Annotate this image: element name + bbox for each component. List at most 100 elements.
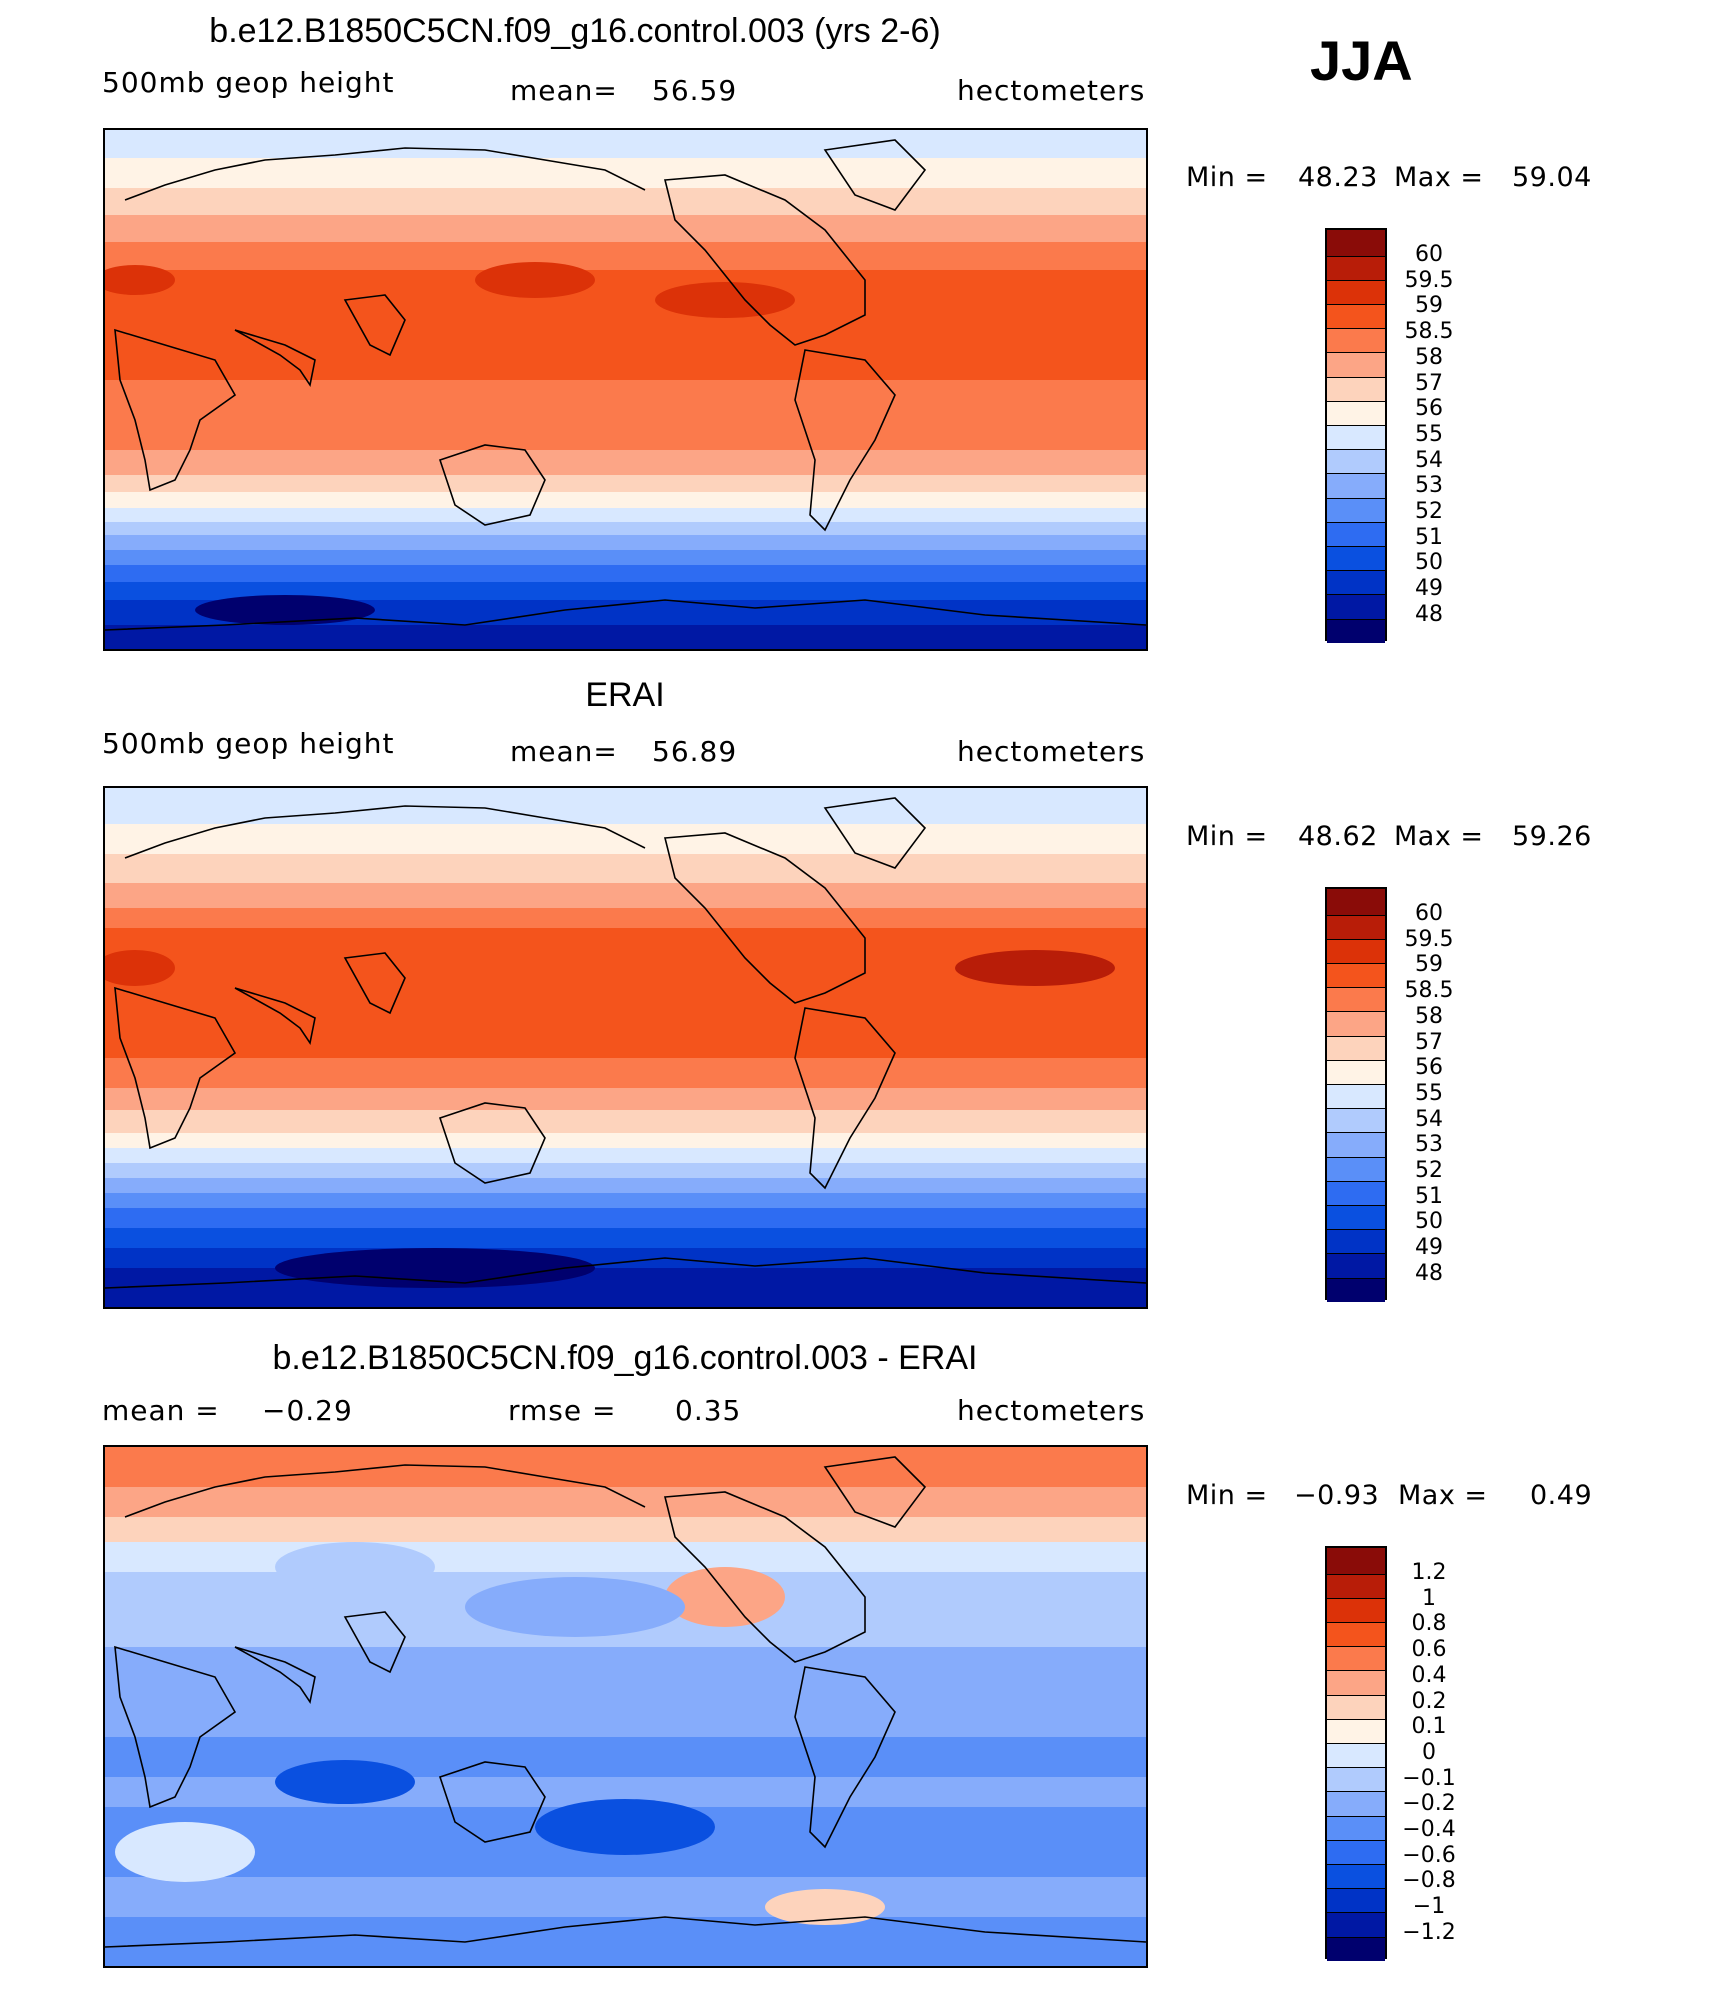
coastline (105, 1916, 1146, 1948)
coastline (114, 986, 237, 1150)
colorbar-box (1327, 400, 1385, 425)
contour-blob (105, 265, 175, 295)
colorbar-box (1327, 1839, 1385, 1864)
coastline (234, 987, 316, 1046)
colorbar-label: 56 (1415, 396, 1443, 422)
contour-band (105, 188, 1146, 215)
colorbar-label: 53 (1415, 473, 1443, 499)
colorbar-label: −0.8 (1402, 1868, 1456, 1894)
colorbar-label: 0.1 (1411, 1714, 1447, 1740)
colorbar-label: 59.5 (1404, 267, 1454, 293)
colorbar-label: 1.2 (1411, 1560, 1447, 1585)
colorbar-label: 51 (1415, 1183, 1443, 1209)
coastline (794, 1666, 896, 1849)
contour-band (105, 1228, 1146, 1248)
colorbar-label: 56 (1415, 1055, 1443, 1081)
contour-band (105, 1517, 1146, 1542)
colorbar-box (1327, 1791, 1385, 1816)
colorbar-label: 48 (1415, 1260, 1443, 1286)
coastline (663, 174, 866, 346)
panel-2-colorbar (1325, 887, 1387, 1302)
panel-2-max-label: Max = (1394, 821, 1484, 852)
colorbar-label: 50 (1415, 550, 1443, 576)
colorbar-box (1327, 328, 1385, 353)
contour-band (105, 1088, 1146, 1110)
panel-1-min-label: Min = (1186, 162, 1268, 193)
colorbar-box (1327, 1084, 1385, 1109)
panel-3-rmse-value: 0.35 (675, 1394, 742, 1427)
colorbar-box (1327, 1035, 1385, 1060)
coastline (114, 1645, 237, 1809)
colorbar-label: 49 (1415, 1235, 1443, 1261)
panel-3-title: b.e12.B1850C5CN.f09_g16.control.003 - ER… (272, 1339, 978, 1377)
panel-2-min-value: 48.62 (1298, 821, 1378, 852)
panel-2-min-label: Min = (1186, 821, 1268, 852)
contour-blob (955, 950, 1115, 986)
panel-1-units: hectometers (957, 74, 1146, 107)
colorbar-box (1327, 618, 1385, 643)
contour-band (105, 1178, 1146, 1193)
coastline (105, 599, 1146, 631)
contour-band (105, 508, 1146, 522)
contour-band (105, 928, 1146, 1058)
colorbar-box (1327, 1059, 1385, 1084)
coastline (823, 139, 927, 211)
colorbar-box (1327, 1694, 1385, 1719)
contour-band (105, 1917, 1146, 1966)
colorbar-box (1327, 1718, 1385, 1743)
colorbar-label: 58 (1415, 344, 1443, 370)
contour-band (105, 550, 1146, 565)
colorbar-box (1327, 1743, 1385, 1768)
colorbar-label: 57 (1415, 1029, 1443, 1055)
colorbar-label: 52 (1415, 499, 1443, 524)
contour-band (105, 242, 1146, 270)
panel-1-max-label: Max = (1394, 162, 1484, 193)
coastline (343, 952, 406, 1015)
colorbar-label: 54 (1415, 1106, 1443, 1132)
colorbar-box (1327, 987, 1385, 1012)
colorbar-box (1327, 963, 1385, 988)
colorbar-box (1327, 521, 1385, 546)
contour-band (105, 522, 1146, 535)
panel-3-colorbar (1325, 1546, 1387, 1961)
anomaly-blob (275, 1542, 435, 1592)
panel-2-variable: 500mb geop height (102, 727, 395, 760)
colorbar-box (1327, 1815, 1385, 1840)
coastline (663, 1491, 866, 1663)
contour-blob (475, 262, 595, 298)
colorbar-box (1327, 1936, 1385, 1961)
colorbar-label: −0.4 (1402, 1817, 1456, 1842)
coastline (124, 147, 646, 201)
colorbar-label: 59 (1415, 952, 1443, 978)
coastline (105, 1257, 1146, 1289)
contour-blob (105, 950, 175, 986)
colorbar-box (1327, 1888, 1385, 1913)
contour-band (105, 1148, 1146, 1163)
contour-band (105, 492, 1146, 508)
colorbar-label: 58 (1415, 1003, 1443, 1029)
panel-1-title: b.e12.B1850C5CN.f09_g16.control.003 (yrs… (209, 12, 941, 50)
colorbar-label: 59 (1415, 293, 1443, 319)
colorbar-box (1327, 594, 1385, 619)
contour-band (105, 535, 1146, 550)
colorbar-box (1327, 914, 1385, 939)
anomaly-blob (765, 1889, 885, 1925)
contour-band (105, 1110, 1146, 1133)
contour-blob (275, 1248, 595, 1288)
colorbar-box (1327, 1180, 1385, 1205)
anomaly-blob (275, 1760, 415, 1804)
colorbar-box (1327, 1767, 1385, 1792)
contour-band (105, 380, 1146, 450)
colorbar-box (1327, 376, 1385, 401)
contour-band (105, 158, 1146, 188)
anomaly-blob (465, 1577, 685, 1637)
contour-band (105, 215, 1146, 242)
colorbar-label: 55 (1415, 1080, 1443, 1106)
colorbar-box (1327, 1204, 1385, 1230)
coastline (794, 349, 896, 532)
contour-band (105, 1447, 1146, 1487)
colorbar-label: 49 (1415, 576, 1443, 602)
colorbar-box (1327, 352, 1385, 377)
colorbar-label: 1 (1422, 1585, 1436, 1611)
colorbar-label: 51 (1415, 524, 1443, 550)
